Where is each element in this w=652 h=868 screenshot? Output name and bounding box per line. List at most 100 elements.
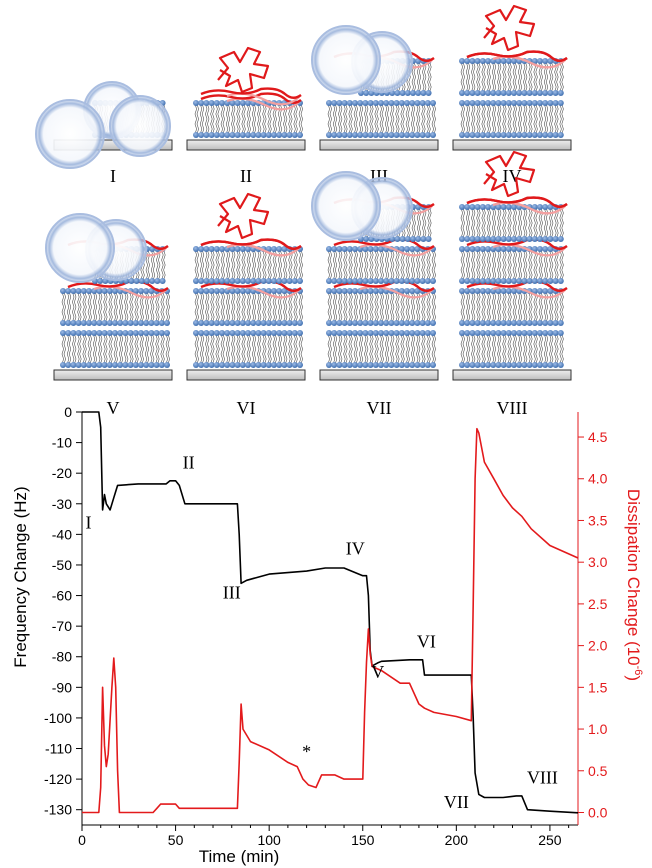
y-right-label-close: ): [624, 675, 643, 681]
stage-annotation: II: [183, 453, 195, 473]
vesicle: [35, 99, 105, 169]
lipid-bilayer: [193, 330, 303, 368]
vesicle: [45, 213, 115, 283]
y-right-tick-label: 4.0: [588, 471, 608, 487]
polymer-coil: [483, 150, 536, 198]
panel-label: I: [110, 166, 116, 186]
qcmd-chart: 0 50 100 150 200 250 0 -10 -20 -30 -40 -50 -60 -70 -80…: [11, 404, 644, 866]
y-right-tick-label: 2.5: [588, 596, 608, 612]
lipid-bilayer: [459, 288, 564, 326]
substrate: [53, 369, 173, 381]
substrate: [452, 139, 572, 151]
x-tick-label: 0: [78, 832, 86, 848]
panel-4: IV: [452, 4, 572, 186]
y-right-label-exponent: -6: [632, 666, 644, 676]
y-right-tick-label: 1.5: [588, 679, 608, 695]
stage-annotation: VII: [444, 792, 469, 812]
substrate: [452, 369, 572, 381]
polymer-chain: [466, 50, 568, 69]
y-left-tick-label: -60: [52, 588, 72, 604]
lipid-bilayer: [193, 100, 303, 138]
lipid-bilayer: [193, 288, 303, 326]
dissipation-series-line: [82, 427, 579, 814]
polymer-coil: [217, 192, 270, 240]
polymer-chain: [200, 87, 302, 106]
panel-label: VII: [367, 398, 392, 418]
vesicle: [311, 25, 381, 95]
y-left-tick-label: -30: [52, 496, 72, 512]
polymer-chain: [466, 196, 568, 215]
y-left-tick-label: -120: [44, 771, 72, 787]
x-tick-label: 50: [168, 832, 184, 848]
panel-label: IV: [503, 166, 522, 186]
y-left-tick-label: -50: [52, 557, 72, 573]
membrane-schematic: I II III IVV VI VII VIII: [35, 4, 572, 418]
y-right-tick-label: 0.5: [588, 763, 608, 779]
stage-annotation: VIII: [527, 768, 558, 788]
panel-3: III: [311, 25, 439, 186]
stage-annotation: I: [86, 512, 92, 532]
substrate: [319, 139, 439, 151]
stage-annotation: III: [223, 583, 241, 603]
y-left-tick-label: -100: [44, 710, 72, 726]
polymer-chain: [200, 238, 302, 257]
lipid-bilayer: [60, 288, 170, 326]
frequency-series-line: [82, 411, 579, 814]
y-right-tick-label: 3.0: [588, 554, 608, 570]
y-left-tick-label: -20: [52, 465, 72, 481]
polymer-coil: [217, 46, 270, 94]
x-tick-label: 100: [257, 832, 281, 848]
y-right-tick-label: 0.0: [588, 804, 608, 820]
stage-annotation: V: [371, 662, 384, 682]
y-right-tick-label: 1.0: [588, 721, 608, 737]
lipid-bilayer: [459, 100, 564, 138]
lipid-bilayer: [326, 100, 436, 138]
panel-5: V: [45, 213, 173, 418]
panel-6: VI: [186, 192, 306, 418]
y-right-tick-label: 2.0: [588, 638, 608, 654]
panel-label: II: [240, 166, 252, 186]
y-left-tick-label: -40: [52, 526, 72, 542]
panel-7: VII: [311, 171, 439, 418]
x-tick-label: 200: [445, 832, 469, 848]
substrate: [186, 139, 306, 151]
panel-1: I: [35, 81, 173, 186]
panel-2: II: [186, 46, 306, 186]
chart-axes: [81, 412, 579, 826]
stage-annotation: *: [302, 742, 311, 762]
x-tick-label: 150: [351, 832, 375, 848]
lipid-bilayer: [60, 330, 170, 368]
stage-annotation: VI: [417, 632, 436, 652]
vesicle: [109, 95, 171, 157]
lipid-bilayer: [326, 288, 436, 326]
y-left-tick-label: -70: [52, 618, 72, 634]
y-left-axis-label: Frequency Change (Hz): [11, 486, 30, 667]
stage-annotation: IV: [346, 538, 365, 558]
lipid-bilayer: [459, 204, 564, 242]
y-left-tick-label: -80: [52, 649, 72, 665]
y-right-label-main: Dissipation Change (10: [624, 489, 643, 666]
lipid-bilayer: [459, 58, 564, 96]
y-right-tick-label: 4.5: [588, 429, 608, 445]
lipid-bilayer: [459, 330, 564, 368]
x-tick-label: 250: [538, 832, 562, 848]
lipid-bilayer: [459, 246, 564, 284]
polymer-coil: [483, 4, 536, 52]
y-left-tick-label: -90: [52, 679, 72, 695]
y-left-tick-label: -110: [45, 741, 72, 757]
y-left-tick-label: -10: [52, 435, 72, 451]
vesicle: [311, 171, 381, 241]
y-left-tick-label: 0: [64, 404, 72, 420]
x-axis-label: Time (min): [199, 847, 280, 866]
lipid-bilayer: [326, 246, 436, 284]
panel-8: VIII: [452, 150, 572, 418]
substrate: [319, 369, 439, 381]
panel-label: VIII: [497, 398, 528, 418]
panel-label: VI: [237, 398, 256, 418]
y-right-tick-label: 3.5: [588, 512, 608, 528]
panel-label: V: [107, 398, 120, 418]
y-left-tick-label: -130: [44, 802, 72, 818]
substrate: [186, 369, 306, 381]
